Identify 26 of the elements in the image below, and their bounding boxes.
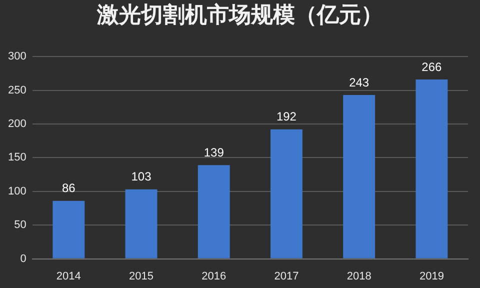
data-label: 139: [204, 145, 224, 160]
bar: [52, 200, 85, 258]
data-label: 86: [62, 181, 76, 196]
y-tick-label: 250: [8, 84, 26, 96]
bar: [343, 95, 376, 258]
y-tick-label: 200: [8, 118, 26, 130]
x-tick-label: 2015: [129, 270, 154, 282]
y-tick-label: 300: [8, 50, 26, 63]
x-tick-label: 2017: [274, 270, 299, 282]
y-tick-label: 100: [8, 185, 26, 198]
x-tick-label: 2019: [419, 270, 444, 282]
data-label: 103: [131, 170, 152, 184]
data-label: 192: [276, 110, 297, 124]
y-tick-label: 0: [20, 252, 26, 265]
bar: [270, 129, 302, 258]
x-tick-label: 2016: [202, 270, 226, 282]
x-tick-label: 2014: [56, 270, 81, 282]
data-label: 243: [349, 75, 370, 90]
chart-title: 激光切割机市场规模（亿元）: [96, 1, 384, 30]
bar: [125, 189, 158, 258]
y-tick-label: 150: [8, 152, 26, 164]
bar: [416, 80, 448, 258]
y-tick-label: 50: [14, 219, 26, 232]
bar: [198, 165, 230, 258]
data-label: 266: [422, 60, 442, 74]
x-tick-label: 2018: [346, 270, 372, 282]
